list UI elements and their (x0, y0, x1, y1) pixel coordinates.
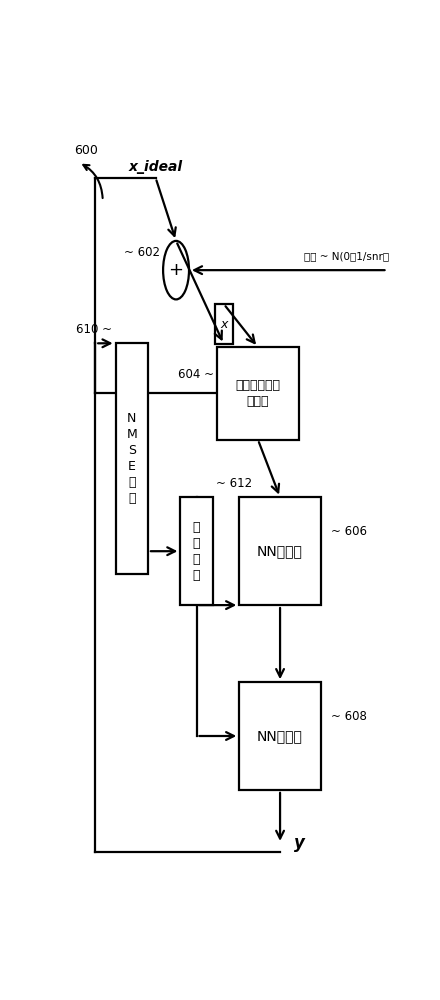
Bar (239, 682, 321, 790)
Text: x_ideal: x_ideal (128, 160, 183, 174)
Circle shape (163, 241, 189, 299)
Text: NN解码器: NN解码器 (257, 729, 303, 743)
Bar (217, 347, 299, 440)
Text: 604 ~: 604 ~ (178, 368, 213, 381)
Text: 600: 600 (74, 144, 98, 157)
Bar (239, 497, 321, 605)
Text: y: y (294, 834, 304, 852)
Text: NN编码器: NN编码器 (257, 544, 303, 558)
Text: ~ 602: ~ 602 (124, 246, 160, 259)
Text: 噪声 ~ N(0，1/snr）: 噪声 ~ N(0，1/snr） (304, 251, 389, 261)
Text: N
M
S
E
损
失: N M S E 损 失 (126, 412, 137, 505)
Text: ~ 608: ~ 608 (331, 710, 367, 723)
Text: +: + (169, 261, 183, 279)
Text: ~ 612: ~ 612 (216, 477, 252, 490)
Bar (215, 304, 233, 344)
Text: 重新缩放到单
位功率: 重新缩放到单 位功率 (235, 379, 280, 408)
Bar (180, 497, 213, 605)
Text: ~ 606: ~ 606 (331, 525, 367, 538)
Text: 反
向
传
播: 反 向 传 播 (193, 521, 200, 582)
Bar (116, 343, 148, 574)
Text: 610 ~: 610 ~ (76, 323, 112, 336)
Text: x: x (220, 318, 227, 331)
